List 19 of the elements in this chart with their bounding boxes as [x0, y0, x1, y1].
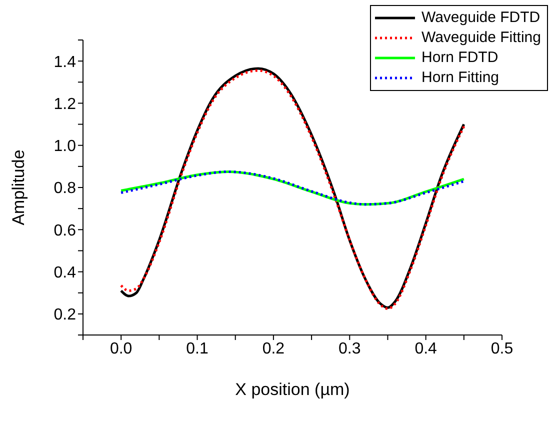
y-tick-label: 1.4	[54, 54, 76, 71]
x-tick-label: 0.5	[490, 340, 514, 358]
x-tick-label: 0.1	[186, 340, 208, 358]
x-axis-title: X position (µm)	[235, 380, 350, 399]
y-tick-label: 0.8	[54, 180, 76, 198]
x-tick-label: 0.4	[414, 340, 438, 358]
y-tick-label: 0.2	[54, 306, 76, 324]
x-tick-label: 0.3	[338, 340, 361, 358]
y-tick-label: 0.6	[54, 222, 76, 240]
legend-label: Horn Fitting	[421, 68, 500, 88]
y-tick-label: 1.2	[54, 96, 76, 113]
x-tick-label: 0.2	[262, 340, 285, 358]
y-tick-label: 0.4	[54, 264, 76, 282]
x-tick-label: 0.0	[110, 340, 132, 358]
y-tick-label: 1.0	[54, 138, 76, 156]
legend-label: Waveguide FDTD	[421, 8, 540, 28]
legend-label: Horn FDTD	[421, 48, 498, 68]
y-axis-title: Amplitude	[9, 150, 28, 226]
legend-label: Waveguide Fitting	[421, 28, 541, 48]
